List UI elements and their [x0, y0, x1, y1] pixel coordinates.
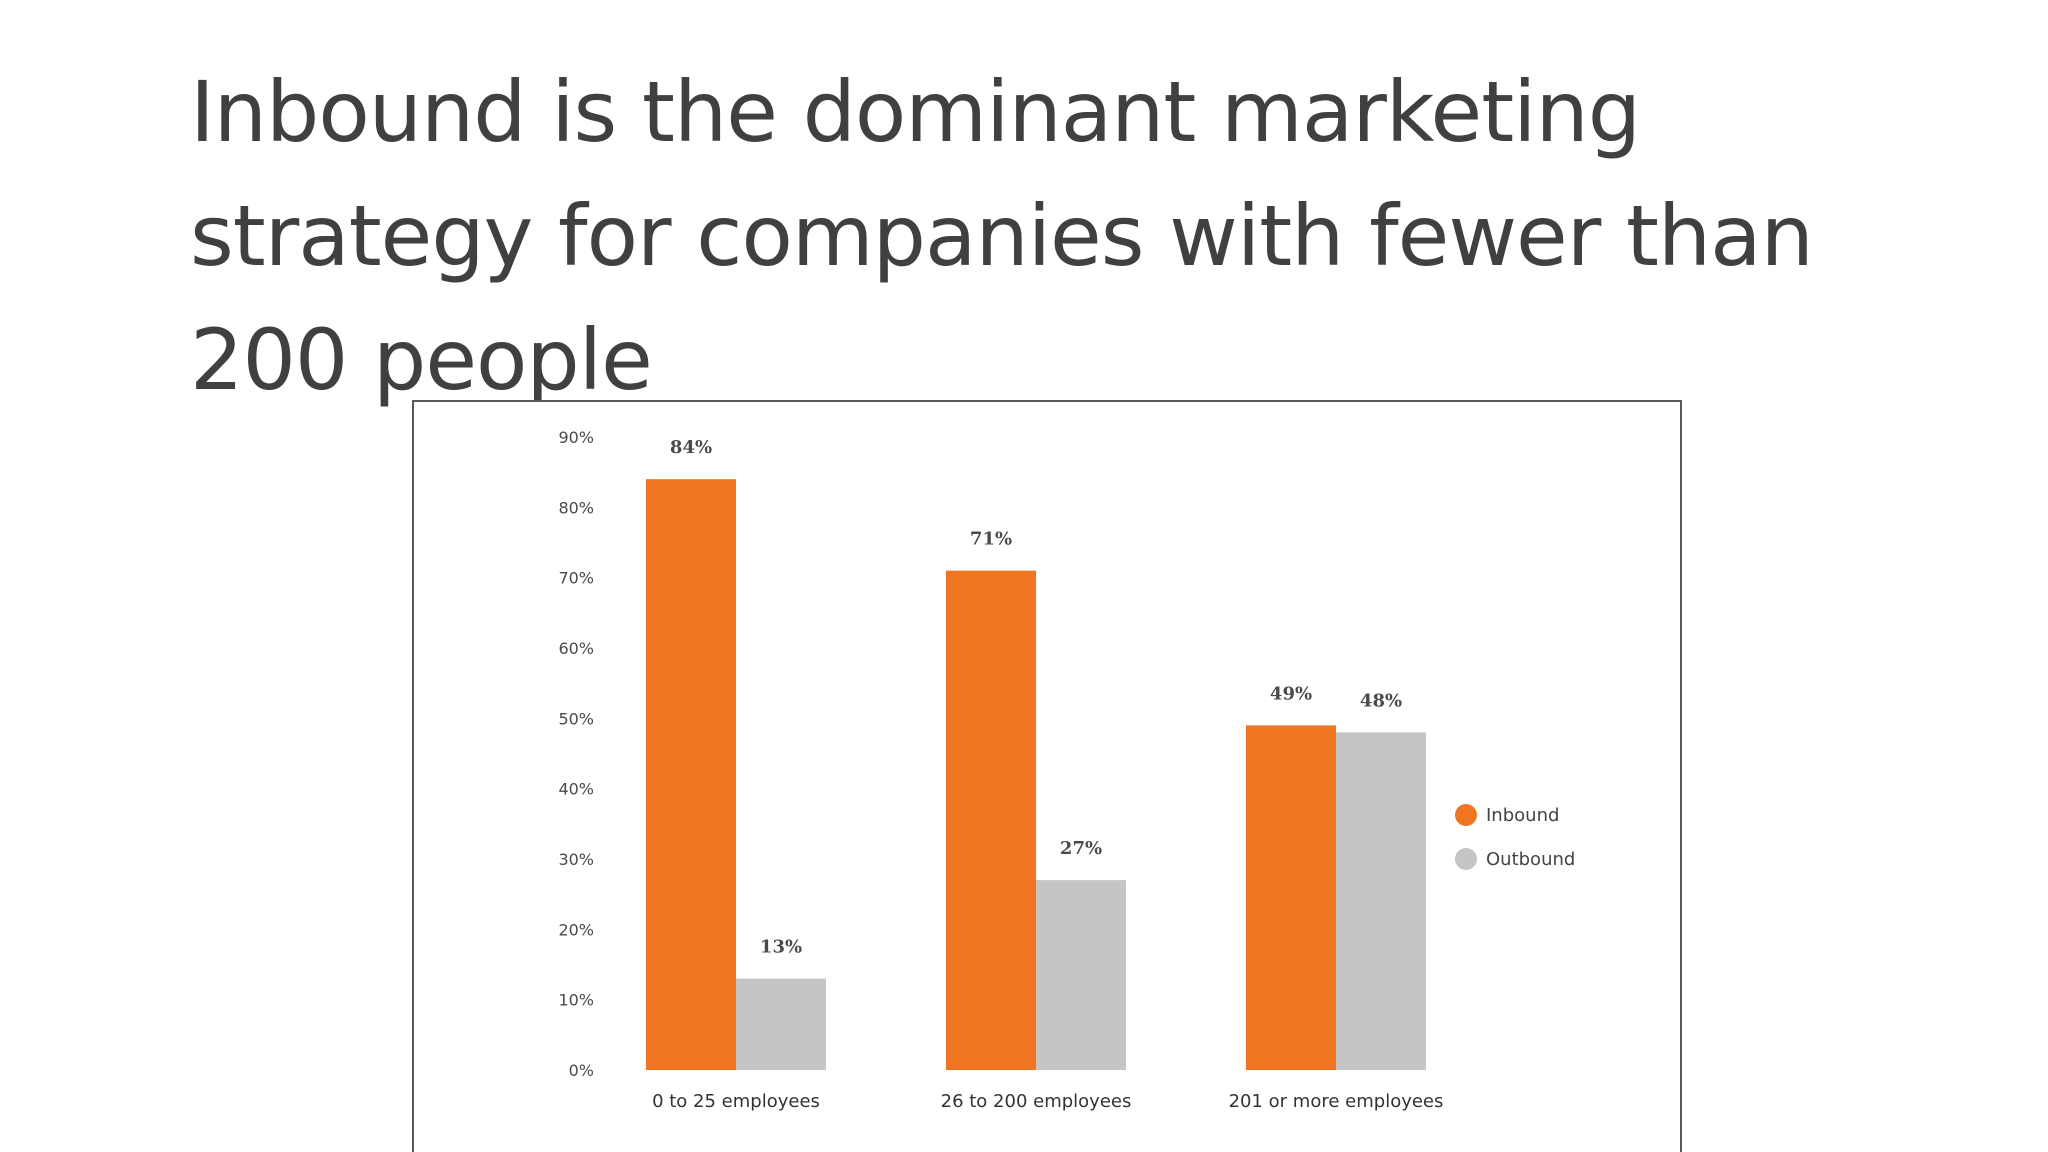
- bar-outbound-2: [1336, 732, 1426, 1070]
- y-tick-label: 70%: [558, 569, 594, 588]
- bar-inbound-2: [1246, 725, 1336, 1070]
- value-label-inbound-2: 49%: [1270, 683, 1312, 704]
- y-tick-label: 50%: [558, 709, 594, 728]
- bar-outbound-1: [1036, 880, 1126, 1070]
- y-tick-label: 40%: [558, 780, 594, 799]
- y-tick-label: 30%: [558, 850, 594, 869]
- y-tick-label: 10%: [558, 991, 594, 1010]
- bar-inbound-1: [946, 570, 1036, 1070]
- value-labels: 84% 71% 49% 13% 27% 48%: [670, 437, 1402, 957]
- y-tick-label: 20%: [558, 920, 594, 939]
- category-label: 201 or more employees: [1229, 1091, 1444, 1112]
- category-label: 0 to 25 employees: [652, 1091, 820, 1112]
- y-tick-label: 60%: [558, 639, 594, 658]
- value-label-outbound-0: 13%: [760, 937, 802, 958]
- y-tick-label: 90%: [558, 428, 594, 447]
- slide-title: Inbound is the dominant marketing strate…: [190, 63, 1814, 409]
- y-tick-label: 80%: [558, 498, 594, 517]
- legend-swatch-inbound: [1455, 804, 1477, 826]
- y-axis-ticks: 0% 10% 20% 30% 40% 50% 60% 70% 80% 90%: [558, 428, 594, 1080]
- legend-swatch-outbound: [1455, 848, 1477, 870]
- legend-label-inbound: Inbound: [1486, 805, 1559, 826]
- value-label-inbound-1: 71%: [970, 529, 1012, 550]
- y-tick-label: 0%: [569, 1061, 594, 1080]
- legend: Inbound Outbound: [1455, 804, 1575, 870]
- bar-inbound-0: [646, 479, 736, 1070]
- category-label: 26 to 200 employees: [941, 1091, 1132, 1112]
- bar-chart: 0% 10% 20% 30% 40% 50% 60% 70% 80% 90% 84% 71% 49% 1…: [558, 428, 1575, 1112]
- value-label-outbound-2: 48%: [1360, 690, 1402, 711]
- bars: [646, 479, 1426, 1070]
- value-label-inbound-0: 84%: [670, 437, 712, 458]
- chart-frame: 0% 10% 20% 30% 40% 50% 60% 70% 80% 90% 84% 71% 49% 1…: [412, 400, 1682, 1152]
- category-labels: 0 to 25 employees 26 to 200 employees 201 …: [652, 1091, 1443, 1112]
- legend-label-outbound: Outbound: [1486, 849, 1575, 870]
- bar-outbound-0: [736, 978, 826, 1070]
- value-label-outbound-1: 27%: [1060, 838, 1102, 859]
